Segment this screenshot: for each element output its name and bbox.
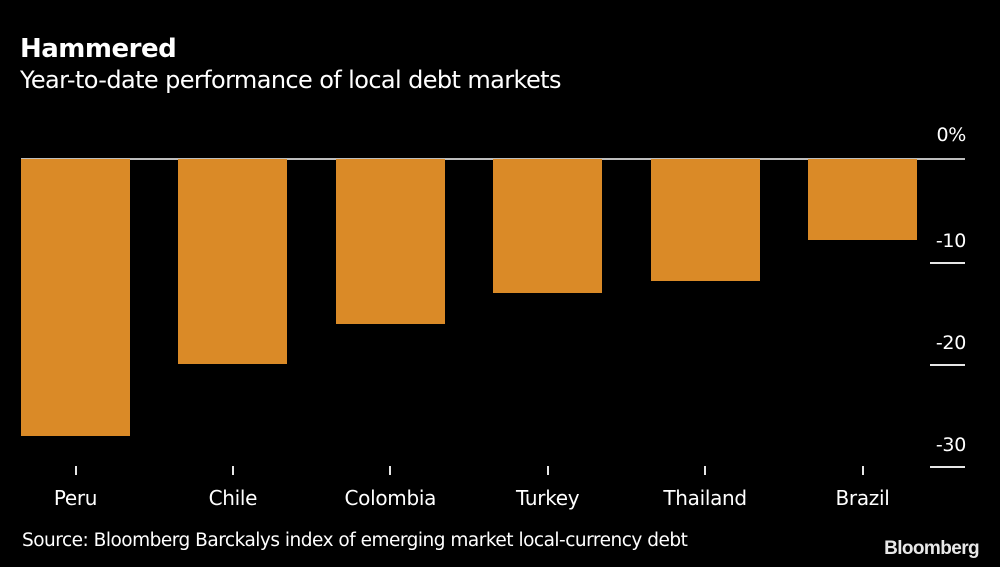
chart-subtitle: Year-to-date performance of local debt m… — [20, 66, 561, 94]
x-label-brazil: Brazil — [835, 486, 890, 510]
y-tick-label-minus10: -10 — [935, 230, 966, 252]
y-tick-label-0: 0% — [936, 124, 966, 146]
x-label-turkey: Turkey — [516, 486, 580, 510]
y-tick-line-minus30 — [930, 466, 965, 468]
y-tick-label-minus20: -20 — [935, 332, 966, 354]
x-label-thailand: Thailand — [663, 486, 747, 510]
bar-peru — [21, 159, 130, 437]
source-note: Source: Bloomberg Barckalys index of eme… — [22, 530, 688, 551]
x-label-peru: Peru — [53, 486, 98, 510]
y-tick-line-minus20 — [930, 364, 965, 366]
x-tick-peru — [74, 466, 77, 475]
chart-title: Hammered — [20, 34, 177, 64]
zero-baseline — [21, 158, 965, 160]
y-tick-line-minus10 — [930, 262, 965, 264]
bar-thailand — [650, 159, 760, 282]
x-tick-brazil — [861, 466, 864, 475]
x-tick-thailand — [704, 466, 707, 475]
x-tick-colombia — [389, 466, 392, 475]
bloomberg-logo: Bloomberg — [884, 538, 979, 559]
x-label-colombia: Colombia — [344, 486, 437, 510]
bar-chile — [178, 159, 288, 365]
bar-brazil — [808, 159, 917, 240]
x-tick-chile — [231, 466, 234, 475]
bar-colombia — [335, 159, 445, 325]
y-tick-label-minus30: -30 — [935, 434, 966, 456]
bar-turkey — [493, 159, 603, 293]
x-tick-turkey — [546, 466, 549, 475]
x-label-chile: Chile — [208, 486, 258, 510]
